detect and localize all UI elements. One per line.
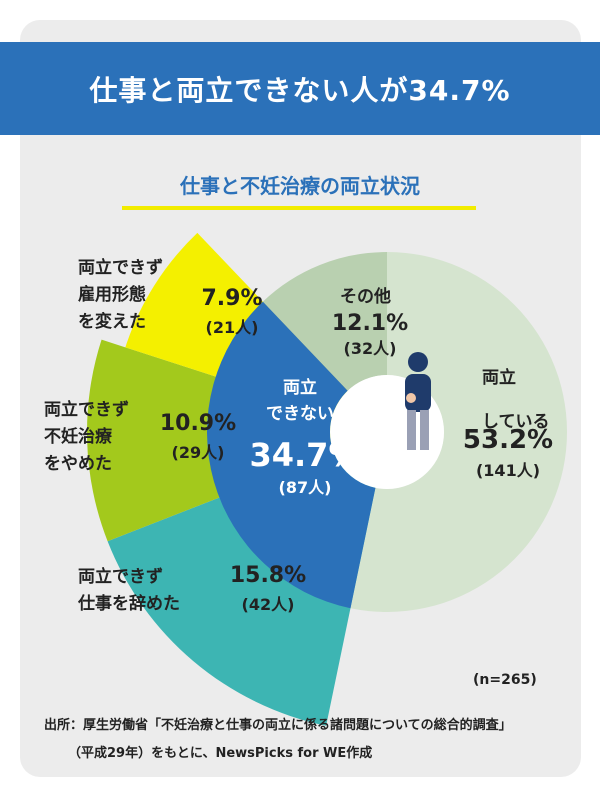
slice-label-1-line-1: 仕事を辞めた (77, 593, 180, 614)
group-label-line-0: 両立 (283, 377, 317, 398)
slice-label-0-line-1: している (482, 412, 550, 432)
group-label-line-1: できない (266, 404, 334, 424)
slice-label-2-line-1: 不妊治療 (44, 426, 113, 447)
title-underline (122, 206, 476, 210)
slice-label-3-line-1: 雇用形態 (78, 284, 146, 305)
slice-value-2: 10.9% (160, 411, 236, 436)
person-worried-icon (405, 352, 431, 450)
pie-slice-group (207, 301, 376, 609)
slice-count-4: (32人) (344, 339, 397, 358)
group-count: (87人) (279, 478, 332, 497)
source-line-2: （平成29年）をもとに、NewsPicks for WE作成 (68, 746, 373, 761)
slice-label-0-line-0: 両立 (482, 367, 516, 388)
pie-slice-0 (350, 252, 567, 612)
slice-label-2-line-0: 両立できず (44, 399, 129, 420)
group-value: 34.7% (249, 436, 360, 474)
slice-label-1-line-0: 両立できず (78, 566, 163, 587)
sample-size: (n=265) (473, 672, 537, 688)
slice-count-0: (141人) (476, 461, 540, 480)
slice-count-3: (21人) (206, 318, 259, 337)
slice-count-2: (29人) (172, 443, 225, 462)
source-line-1: 出所：厚生労働省「不妊治療と仕事の両立に係る諸問題についての総合的調査」 (44, 718, 512, 733)
slice-value-3: 7.9% (201, 286, 262, 311)
slice-value-4: 12.1% (332, 311, 408, 336)
slice-value-0: 53.2% (463, 425, 553, 455)
pie-slice-4 (262, 252, 387, 391)
slice-label-3-line-2: を変えた (78, 311, 146, 332)
slice-label-3-line-0: 両立できず (78, 257, 163, 278)
slice-value-1: 15.8% (230, 563, 306, 588)
slice-count-1: (42人) (242, 595, 295, 614)
slice-label-2-line-2: をやめた (44, 454, 112, 474)
chart-title: 仕事と不妊治療の両立状況 (180, 174, 420, 198)
header-banner: 仕事と両立できない人が34.7% (0, 42, 600, 135)
slice-label-4-line-0: その他 (340, 286, 391, 307)
header-title: 仕事と両立できない人が34.7% (89, 73, 511, 107)
